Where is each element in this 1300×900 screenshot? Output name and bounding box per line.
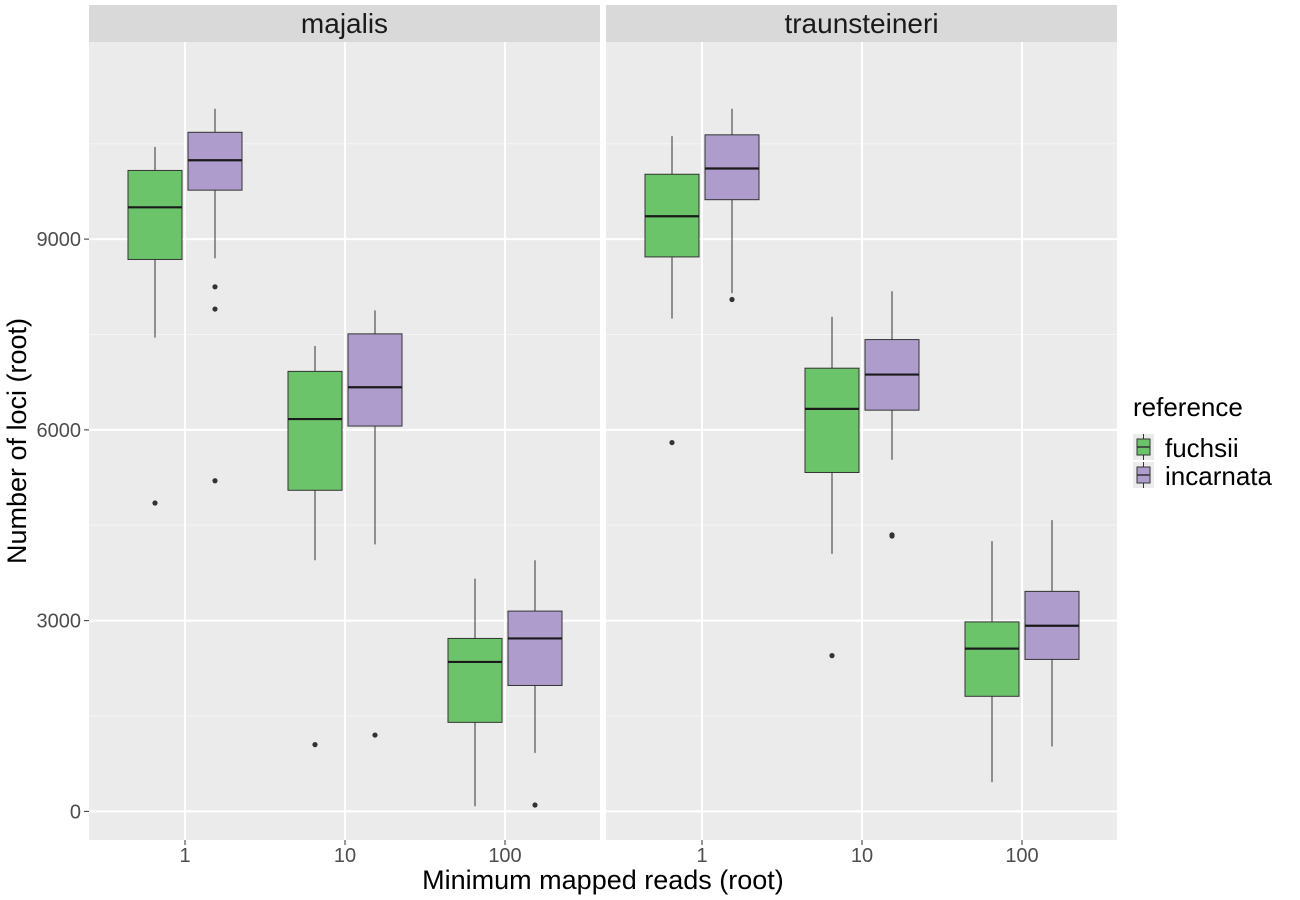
facet-majalis: majalis 1 10 100 [89, 5, 600, 867]
outlier-point [829, 653, 835, 659]
y-tick-label: 6000 [37, 420, 82, 442]
box-incarnata-1 [704, 108, 760, 303]
y-tick-label: 3000 [37, 611, 82, 633]
facet-strip [89, 5, 600, 42]
box-iqr [704, 134, 760, 201]
outlier-point [669, 439, 675, 446]
box-iqr [507, 610, 563, 686]
facet-strip-label: majalis [301, 8, 388, 39]
box-incarnata-100 [1024, 520, 1080, 747]
outlier-point [729, 296, 735, 303]
x-tick-label: 1 [696, 845, 707, 867]
box-incarnata-10 [347, 310, 403, 738]
box-iqr [127, 169, 183, 260]
box-iqr [447, 637, 503, 723]
x-tick-label: 10 [851, 845, 873, 867]
x-tick-label: 10 [334, 845, 356, 867]
facet-strip [606, 5, 1117, 42]
box-fuchsii-100 [964, 541, 1020, 783]
legend-title: reference [1133, 392, 1243, 422]
outlier-point [212, 306, 218, 312]
x-tick-label: 100 [488, 845, 521, 867]
facet-panels: majalis 1 10 100 traunsteineri 1 10 100 0 3000 600… [37, 5, 1117, 867]
outlier-point [532, 802, 538, 808]
box-iqr [964, 621, 1020, 697]
box-incarnata-10 [864, 291, 920, 539]
legend-item-fuchsii: fuchsii [1133, 433, 1239, 463]
legend-label-fuchsii: fuchsii [1165, 433, 1239, 463]
outlier-point [312, 742, 318, 748]
y-tick-label: 9000 [37, 229, 82, 251]
facet-strip-label: traunsteineri [784, 8, 938, 39]
x-axis-title: Minimum mapped reads (root) [422, 865, 784, 895]
facet-traunsteineri: traunsteineri 1 10 100 [606, 5, 1117, 867]
outlier-point [889, 533, 895, 539]
box-iqr [347, 333, 403, 427]
box-iqr [287, 370, 343, 491]
outlier-point [152, 500, 158, 506]
box-incarnata-1 [187, 108, 243, 484]
outlier-point [372, 732, 378, 738]
y-axis-title: Number of loci (root) [2, 318, 32, 564]
box-incarnata-100 [507, 560, 563, 808]
legend-item-incarnata: incarnata [1133, 461, 1272, 491]
y-tick-label: 0 [70, 801, 81, 823]
box-fuchsii-10 [804, 316, 860, 659]
box-fuchsii-1 [127, 146, 183, 506]
box-fuchsii-1 [644, 136, 700, 446]
x-tick-label: 1 [179, 845, 190, 867]
box-fuchsii-100 [447, 578, 503, 807]
outlier-point [212, 478, 218, 484]
box-iqr [804, 367, 860, 473]
legend-label-incarnata: incarnata [1165, 461, 1272, 491]
x-tick-label: 100 [1005, 845, 1038, 867]
y-axis: 0 3000 6000 9000 [37, 229, 89, 823]
outlier-point [212, 284, 218, 290]
legend: reference fuchsii incarnata [1133, 392, 1272, 491]
box-fuchsii-10 [287, 345, 343, 748]
